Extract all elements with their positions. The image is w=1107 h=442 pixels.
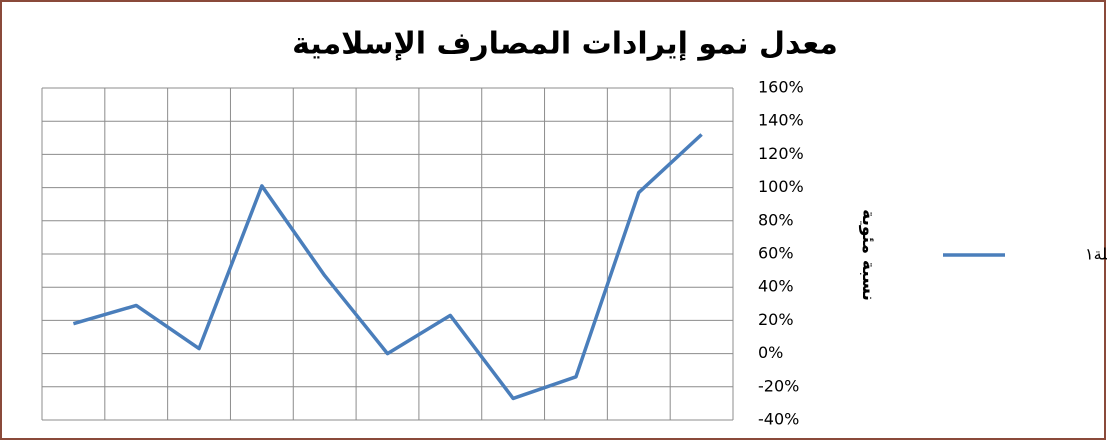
y-tick-label: 80%	[758, 210, 794, 229]
y-tick-label: 120%	[758, 144, 804, 163]
legend-label: سلسلة١	[1085, 245, 1107, 264]
y-tick-label: 160%	[758, 78, 804, 97]
y-tick-label: 40%	[758, 277, 794, 296]
y-tick-label: -40%	[758, 410, 799, 429]
y-tick-label: -20%	[758, 376, 799, 395]
y-axis-label: نسبة مئوية	[858, 209, 878, 301]
y-tick-label: 140%	[758, 111, 804, 130]
y-tick-label: 0%	[758, 343, 783, 362]
y-tick-label: 100%	[758, 177, 804, 196]
chart-title: معدل نمو إيرادات المصارف الإسلامية	[292, 27, 838, 62]
series-line	[72, 133, 703, 401]
y-tick-label: 20%	[758, 310, 794, 329]
y-tick-label: 60%	[758, 244, 794, 263]
